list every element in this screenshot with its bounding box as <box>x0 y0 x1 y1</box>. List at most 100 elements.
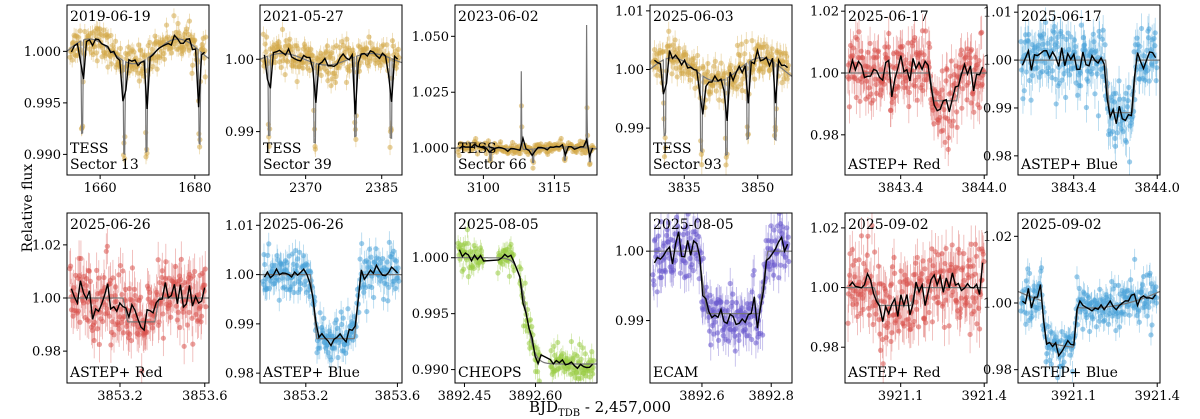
y-tick-label: 1.00 <box>615 63 644 78</box>
panel-label: TESS <box>70 141 109 157</box>
panel-date: 2025-06-03 <box>653 9 734 25</box>
data-point <box>366 246 373 252</box>
data-point <box>335 65 342 71</box>
data-point <box>147 39 153 46</box>
data-point <box>272 59 278 65</box>
data-point <box>1138 25 1145 32</box>
data-point <box>976 58 982 64</box>
data-point <box>307 67 313 73</box>
data-point <box>118 306 124 312</box>
data-point <box>940 127 946 133</box>
data-point <box>92 319 98 325</box>
data-point <box>102 302 108 308</box>
data-point <box>1144 47 1150 53</box>
data-point <box>385 298 391 304</box>
data-point <box>534 369 541 375</box>
data-point <box>361 289 367 295</box>
data-point <box>672 37 678 43</box>
panel-label: Sector 66 <box>458 157 527 173</box>
data-point <box>497 139 504 145</box>
data-point <box>80 300 87 306</box>
data-point <box>712 319 718 325</box>
binned-curve <box>70 280 206 332</box>
data-point <box>96 341 103 348</box>
data-point <box>1066 47 1072 53</box>
data-point <box>682 260 689 266</box>
data-points <box>260 21 402 157</box>
data-point <box>522 280 528 286</box>
data-point <box>687 255 693 261</box>
data-point <box>160 335 166 341</box>
data-point <box>340 315 346 321</box>
data-point <box>1114 130 1121 136</box>
data-point <box>181 289 187 295</box>
data-point <box>180 309 186 315</box>
data-point <box>82 28 88 35</box>
data-point <box>184 322 191 328</box>
panel-frame <box>1017 4 1161 176</box>
data-point <box>106 313 113 319</box>
y-tick-label: 0.995 <box>412 307 449 322</box>
data-point <box>172 263 179 269</box>
data-point <box>1080 34 1086 41</box>
data-point <box>324 342 330 348</box>
data-point <box>321 315 327 321</box>
data-point <box>694 52 701 59</box>
data-point <box>723 162 729 168</box>
data-point <box>345 306 351 312</box>
data-point <box>155 257 161 263</box>
data-point <box>1154 65 1160 71</box>
data-point <box>685 213 691 217</box>
data-point <box>888 107 894 113</box>
data-point <box>69 57 75 63</box>
data-point <box>967 60 973 66</box>
data-point <box>343 350 349 356</box>
y-tick-label: 1.00 <box>225 268 254 283</box>
data-point <box>1083 104 1089 111</box>
data-point <box>1124 104 1131 110</box>
data-point <box>129 265 136 271</box>
data-point <box>1056 64 1062 70</box>
data-point <box>122 286 129 292</box>
data-point <box>147 289 153 296</box>
y-tick-label: 0.98 <box>32 345 61 360</box>
data-point <box>461 266 467 272</box>
data-point <box>1035 42 1042 48</box>
data-point <box>126 44 132 50</box>
data-point <box>203 34 209 40</box>
data-point <box>782 71 788 78</box>
data-point <box>89 327 95 334</box>
data-point <box>136 78 142 84</box>
panel-label: CHEOPS <box>458 365 522 381</box>
data-point <box>154 66 160 72</box>
data-point <box>197 144 203 150</box>
data-point <box>1125 97 1131 104</box>
data-point <box>672 257 679 264</box>
x-tick-label: 3843.4 <box>878 181 924 196</box>
data-point <box>694 217 701 223</box>
data-point <box>954 124 960 130</box>
data-point <box>365 63 372 69</box>
data-point <box>1058 28 1064 35</box>
data-point <box>856 29 862 35</box>
x-tick-label: 3843.4 <box>1051 181 1097 196</box>
data-point <box>892 93 898 99</box>
data-point <box>1096 28 1102 34</box>
data-point <box>108 32 114 39</box>
data-point <box>132 292 138 299</box>
data-point <box>728 62 734 69</box>
data-point <box>967 55 973 61</box>
data-point <box>317 345 323 351</box>
panel-date: 2025-06-26 <box>70 217 151 233</box>
data-point <box>743 38 749 45</box>
x-tick-label: 2370 <box>289 181 322 196</box>
data-point <box>508 241 514 247</box>
data-point <box>669 71 675 77</box>
y-tick-label: 1.02 <box>32 238 61 253</box>
data-point <box>1116 96 1123 102</box>
data-point <box>347 63 353 69</box>
data-point <box>1146 78 1152 84</box>
data-point <box>335 354 341 361</box>
data-point <box>1053 76 1059 82</box>
